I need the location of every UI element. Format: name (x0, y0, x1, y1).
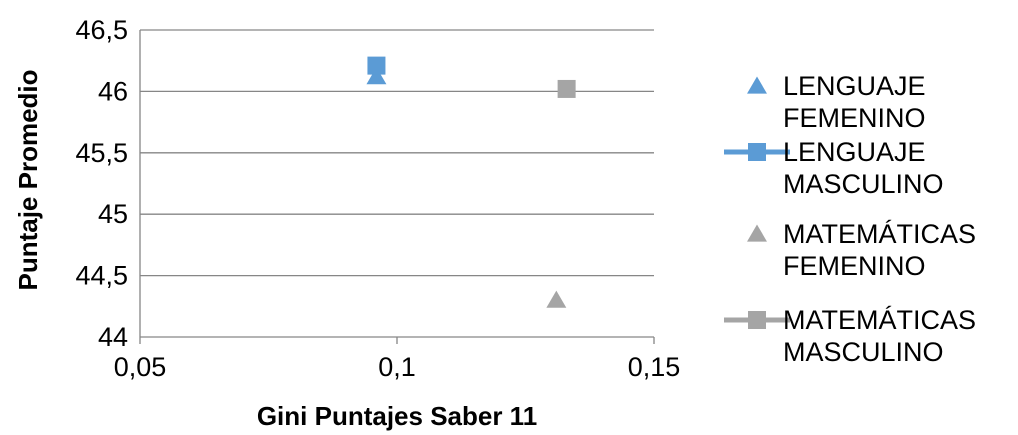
legend-marker (747, 224, 767, 242)
legend-label: MATEMÁTICAS (783, 305, 976, 335)
x-tick-label: 0,1 (378, 352, 416, 382)
y-tick-label: 44 (98, 322, 128, 352)
legend-label: LENGUAJE (783, 71, 926, 101)
legend-marker (748, 311, 766, 329)
y-axis-title: Puntaje Promedio (13, 69, 43, 290)
data-point (557, 79, 576, 98)
legend-label: LENGUAJE (783, 137, 926, 167)
x-tick-label: 0,15 (628, 352, 681, 382)
data-point (366, 67, 387, 85)
legend-label: FEMENINO (783, 251, 926, 281)
legend-label: MATEMÁTICAS (783, 219, 976, 249)
x-tick-labels: 0,05 0,1 0,15 (114, 352, 681, 382)
x-tick-label: 0,05 (114, 352, 167, 382)
y-tick-labels: 44 44,5 45 45,5 46 46,5 (75, 15, 128, 352)
y-tick-label: 46,5 (75, 15, 128, 45)
y-tick-label: 45 (98, 199, 128, 229)
legend-marker (748, 143, 766, 161)
legend-label: MASCULINO (783, 169, 944, 199)
gridlines (140, 29, 654, 277)
x-axis-title: Gini Puntajes Saber 11 (257, 401, 537, 431)
data-point (546, 290, 567, 308)
legend: LENGUAJEFEMENINOLENGUAJEMASCULINOMATEMÁT… (724, 71, 976, 367)
legend-label: FEMENINO (783, 103, 926, 133)
y-tick-label: 44,5 (75, 261, 128, 291)
legend-marker (747, 76, 767, 94)
y-tick-label: 45,5 (75, 138, 128, 168)
legend-label: MASCULINO (783, 337, 944, 367)
data-point (367, 56, 386, 75)
y-tick-label: 46 (98, 76, 128, 106)
axes (139, 30, 655, 344)
data-points (366, 56, 576, 308)
